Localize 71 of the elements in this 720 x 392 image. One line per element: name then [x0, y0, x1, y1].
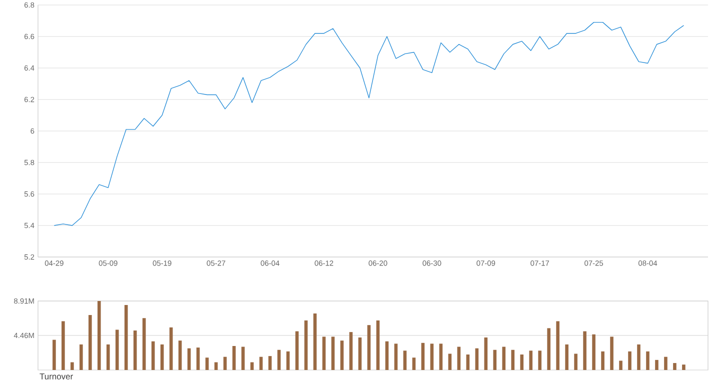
bar	[583, 331, 586, 370]
bar	[142, 318, 146, 370]
bar	[277, 350, 281, 370]
bar	[646, 351, 650, 370]
bar	[331, 336, 335, 370]
bar	[619, 360, 622, 370]
bar	[421, 342, 425, 370]
bar	[268, 356, 272, 370]
bar	[124, 304, 128, 370]
bar	[493, 350, 497, 370]
bar	[259, 356, 263, 370]
bar	[115, 330, 119, 370]
bar	[349, 332, 353, 370]
bar	[484, 337, 488, 370]
bar	[520, 354, 524, 370]
bar	[403, 350, 407, 370]
bar	[232, 346, 236, 370]
bar	[62, 321, 65, 370]
bar	[682, 364, 686, 370]
bar	[187, 348, 191, 370]
bar	[151, 341, 155, 370]
bar	[223, 356, 227, 370]
bar	[367, 325, 371, 370]
bar	[178, 340, 182, 370]
bar	[412, 358, 416, 370]
bar	[88, 315, 92, 370]
bar	[457, 346, 461, 370]
bar	[385, 341, 389, 370]
bar	[502, 346, 506, 370]
bar	[169, 327, 173, 370]
bar	[673, 363, 676, 370]
bar	[70, 362, 74, 370]
bar	[160, 344, 164, 370]
bar	[664, 356, 668, 370]
bar	[439, 344, 443, 370]
bar	[313, 313, 317, 370]
bar	[133, 330, 137, 370]
bar	[592, 334, 596, 370]
bar	[466, 354, 470, 370]
bar	[106, 344, 110, 370]
bar	[529, 350, 532, 370]
bar	[475, 348, 479, 370]
bar	[196, 348, 200, 370]
bar	[98, 301, 101, 370]
bar	[655, 360, 658, 370]
bar	[241, 346, 245, 370]
bar	[394, 344, 398, 370]
bar	[52, 340, 56, 370]
bar	[205, 358, 209, 370]
bar	[556, 321, 560, 370]
bar	[547, 328, 550, 370]
bar	[286, 351, 290, 370]
bar	[304, 320, 308, 370]
bar	[637, 344, 640, 370]
bar	[430, 344, 434, 370]
bar	[80, 344, 83, 370]
bar	[358, 337, 362, 370]
bar	[574, 354, 578, 370]
line-series	[54, 22, 684, 226]
bar	[448, 354, 452, 370]
bar	[376, 320, 380, 370]
text: Turnover	[40, 374, 73, 380]
bar	[601, 351, 604, 370]
bar	[628, 351, 632, 370]
bar	[610, 336, 614, 370]
bar	[511, 350, 514, 370]
bar	[565, 344, 568, 370]
bar	[538, 350, 542, 370]
bar	[340, 340, 344, 370]
bar	[322, 336, 326, 370]
bar	[295, 331, 299, 370]
